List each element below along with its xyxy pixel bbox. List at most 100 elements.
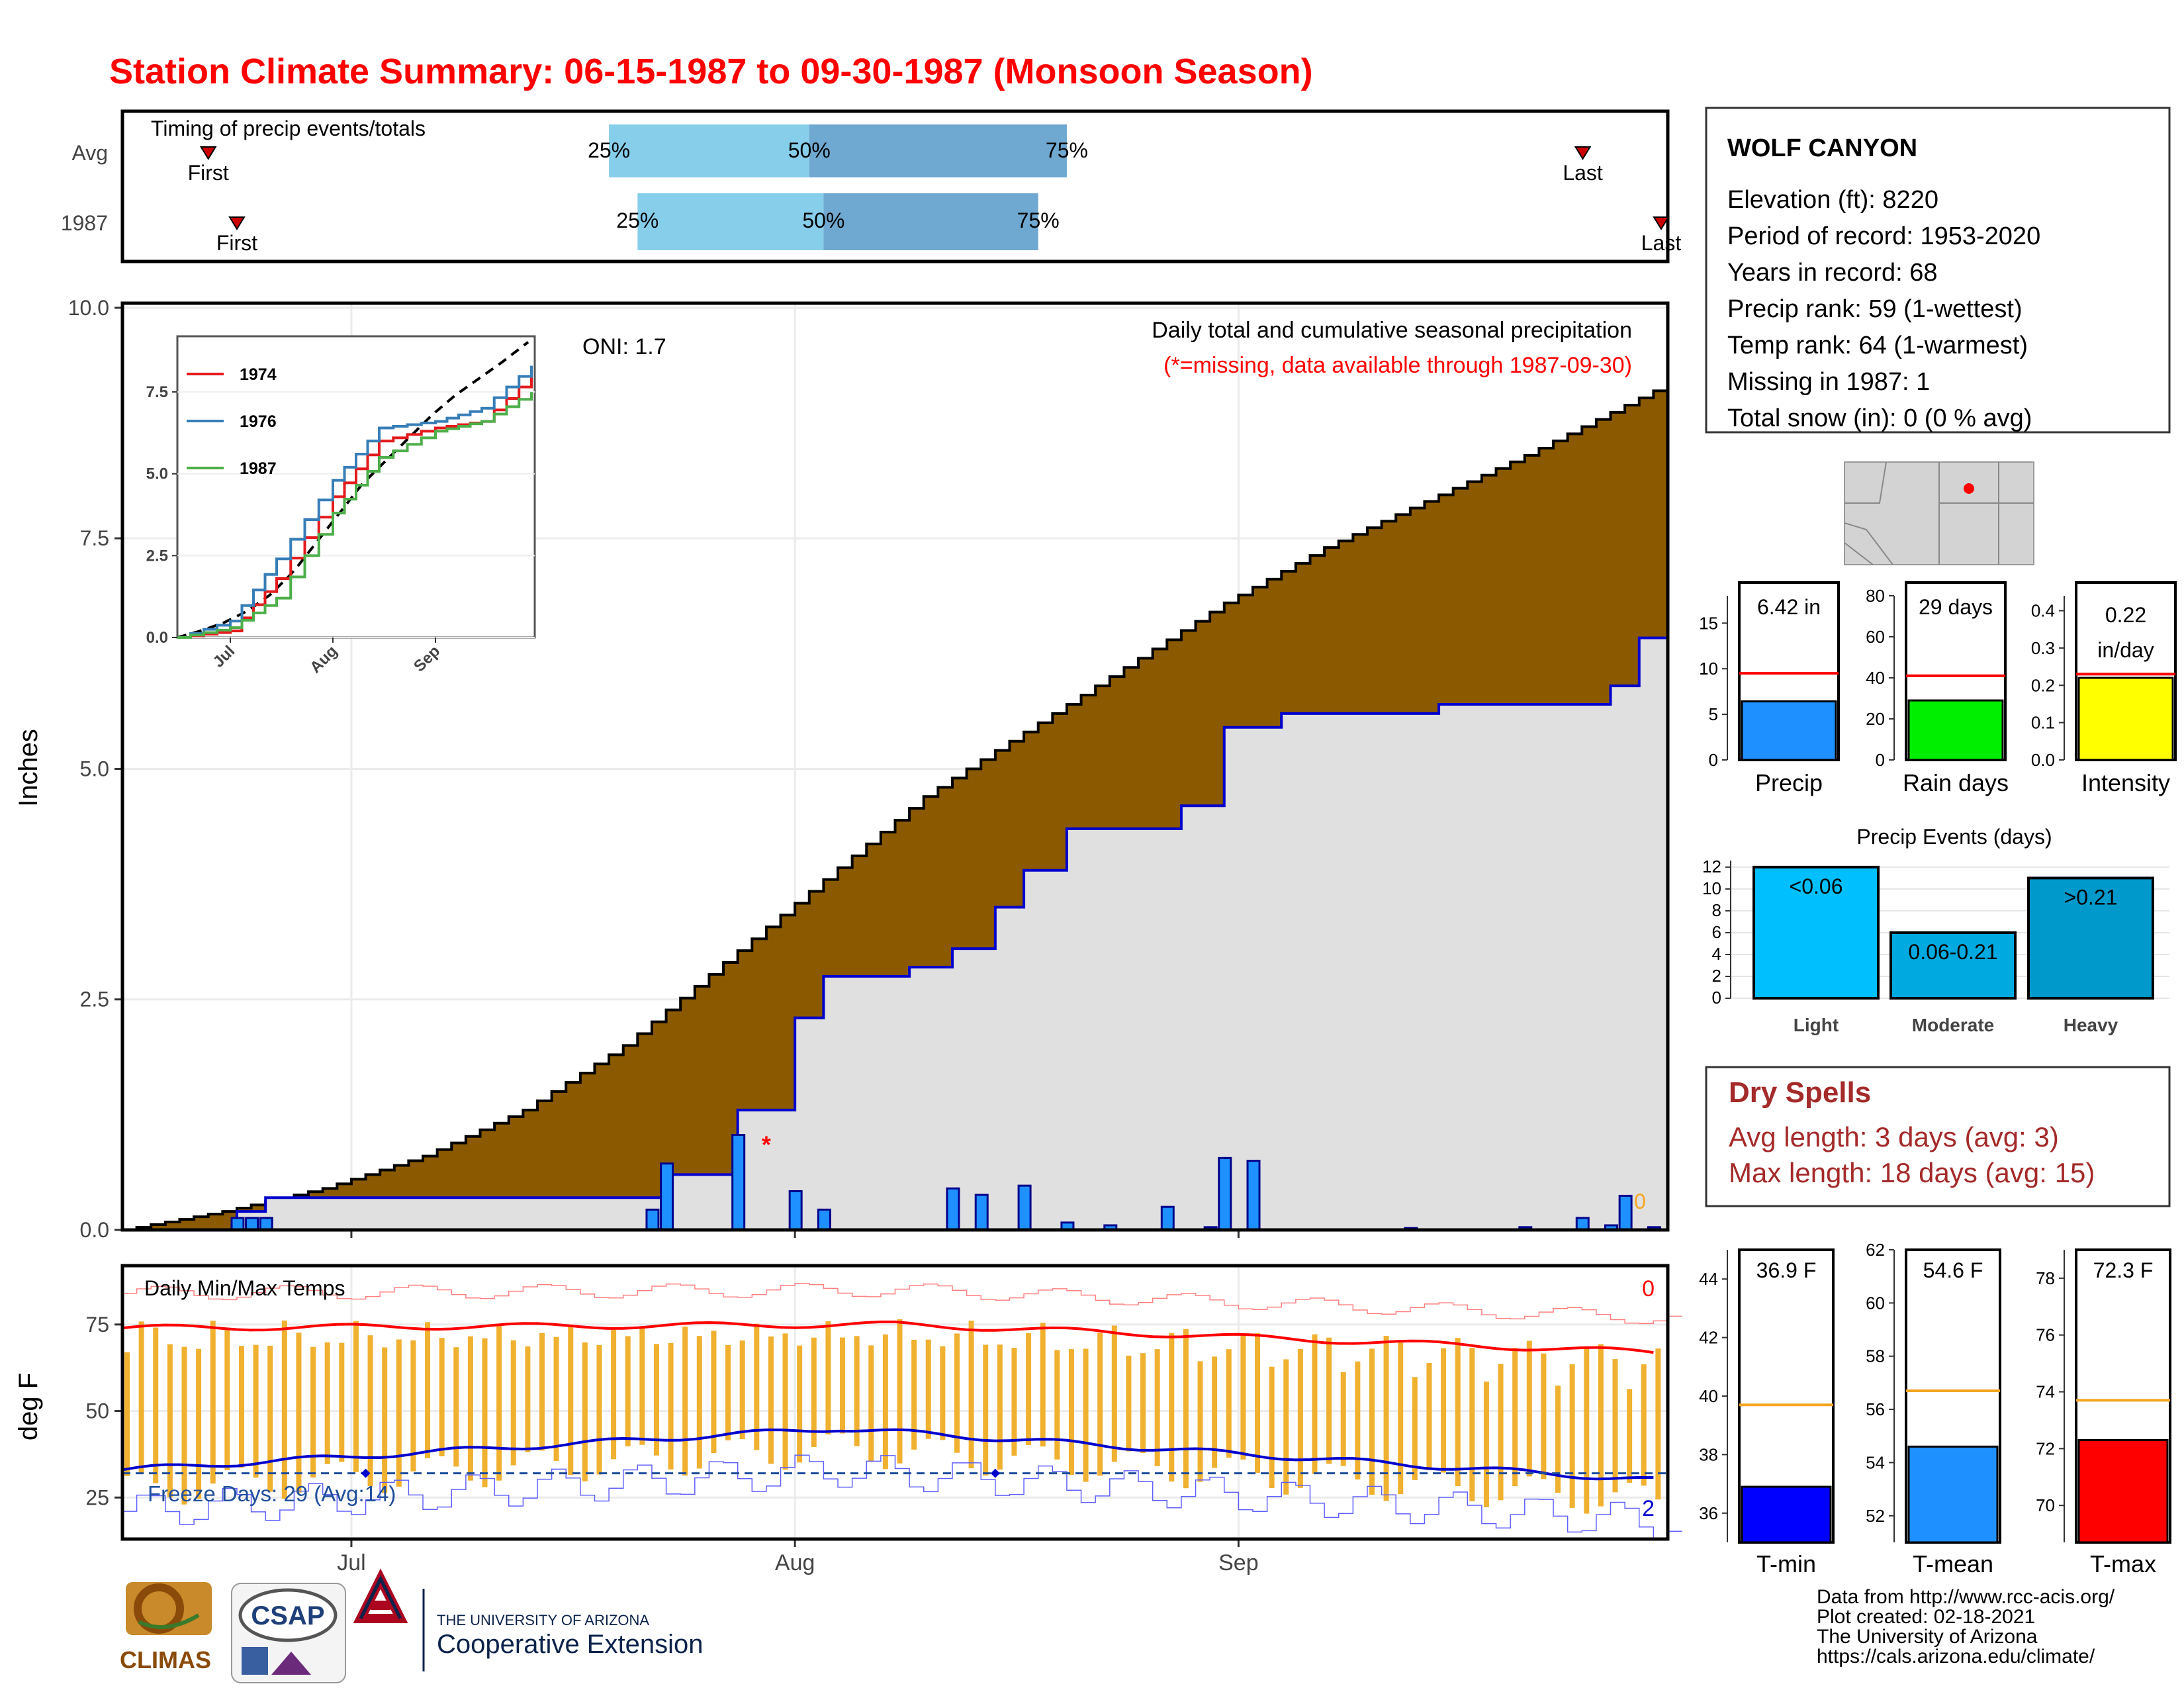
summary-tick-label: 40 xyxy=(1866,668,1885,688)
daily-temp-bar xyxy=(425,1322,431,1458)
daily-temp-bar xyxy=(1040,1323,1046,1447)
daily-temp-bar xyxy=(1555,1385,1561,1493)
daily-precip-bar xyxy=(230,1217,245,1231)
missing-count-label: 0 xyxy=(1634,1190,1646,1213)
csap-logo: CSAP xyxy=(231,1583,346,1683)
daily-precip-bar xyxy=(1218,1156,1232,1231)
timing-q25-50-bar-0 xyxy=(609,124,809,177)
temp-summary-value-label: 72.3 F xyxy=(2093,1258,2154,1282)
events-tick-label: 0 xyxy=(1712,988,1721,1008)
daily-precip-bar xyxy=(1017,1184,1032,1231)
daily-temp-bar xyxy=(396,1339,402,1487)
daily-precip-bar xyxy=(1575,1217,1590,1231)
daily-temp-bar xyxy=(1197,1361,1203,1482)
daily-temp-bar xyxy=(782,1333,788,1470)
daily-temp-bar xyxy=(1469,1348,1475,1501)
summary-bar-charts: 0 5 10 15 6.42 in Precip 0 20 40 60 80 29 days Rain … xyxy=(1699,581,2177,796)
station-info-line: Total snow (in): 0 (0 % avg) xyxy=(1727,404,2032,432)
summary-tick-label: 0.1 xyxy=(2031,713,2055,733)
x-tick-label: Aug xyxy=(775,1550,815,1575)
daily-temp-bar xyxy=(968,1321,974,1469)
temp-summary-value-label: 36.9 F xyxy=(1756,1258,1817,1282)
daily-temp-bar xyxy=(739,1340,745,1440)
daily-temp-bar xyxy=(1655,1348,1661,1500)
temp-summary-label: T-min xyxy=(1756,1550,1816,1577)
daily-temp-bar xyxy=(1340,1372,1346,1466)
events-category-label: Heavy xyxy=(2064,1015,2118,1035)
summary-tick-label: 5 xyxy=(1709,704,1718,724)
station-info-line: Missing in 1987: 1 xyxy=(1727,368,1930,396)
average-tmax-line xyxy=(122,1320,1654,1354)
daily-temp-bar xyxy=(1369,1348,1375,1495)
average-tmin-line xyxy=(122,1428,1654,1481)
timing-percent-label: 25% xyxy=(588,138,630,162)
daily-temp-bar xyxy=(1312,1334,1318,1474)
precip-y-tick-label: 0.0 xyxy=(80,1218,109,1242)
daily-temp-bar xyxy=(768,1336,774,1464)
daily-temp-bar xyxy=(1097,1333,1103,1476)
daily-temp-bar xyxy=(1526,1340,1532,1477)
events-tick-label: 2 xyxy=(1712,966,1721,986)
precip-panel: Inches 0.0 2.5 5.0 7.5 10.0 * 0 Jul Aug Sep ONI:… xyxy=(14,296,1670,1575)
daily-temp-bar xyxy=(797,1345,803,1463)
daily-temp-bar xyxy=(1140,1353,1146,1453)
summary-tick-label: 80 xyxy=(1866,586,1885,606)
temp-summary-tick-label: 52 xyxy=(1866,1506,1885,1526)
timing-first-marker xyxy=(228,216,246,230)
station-info-box: WOLF CANYON Elevation (ft): 8220 Period o… xyxy=(1705,107,2171,434)
daily-temp-bar xyxy=(582,1342,588,1481)
daily-precip-bar xyxy=(974,1194,989,1231)
daily-temp-bar xyxy=(1584,1348,1590,1514)
temp-summary-tick-label: 60 xyxy=(1866,1293,1885,1313)
daily-temp-bar xyxy=(1498,1364,1504,1501)
daily-temp-bar xyxy=(525,1346,531,1452)
daily-temp-bar xyxy=(983,1344,989,1476)
locator-map xyxy=(1844,461,2034,565)
csap-logo-text: CSAP xyxy=(251,1601,324,1630)
daily-temp-bar xyxy=(1054,1350,1060,1460)
daily-temp-bar xyxy=(1068,1349,1074,1476)
daily-precip-bar xyxy=(946,1187,960,1231)
timing-row-avg-label: Avg xyxy=(71,141,108,165)
daily-temp-bar xyxy=(1240,1333,1246,1460)
daily-temp-bar xyxy=(196,1348,202,1499)
daily-temp-bar xyxy=(310,1346,316,1478)
temp-summary-tick-label: 36 xyxy=(1699,1503,1718,1523)
temp-summary-label: T-max xyxy=(2090,1550,2156,1577)
temperature-summary-bars: 36 38 40 42 44 36.9 F T-min 52 54 56 58 60 62 54.6 F T… xyxy=(1699,1240,2171,1577)
precip-legend-note: (*=missing, data available through 1987-… xyxy=(1163,353,1632,378)
station-info-line: Temp rank: 64 (1-warmest) xyxy=(1727,332,2028,359)
daily-temp-bar xyxy=(596,1344,602,1475)
temp-summary-tick-label: 76 xyxy=(2036,1325,2055,1345)
timing-percent-label: 75% xyxy=(1046,138,1088,162)
precip-y-axis-label: Inches xyxy=(14,729,43,807)
daily-temp-bar xyxy=(1441,1348,1447,1473)
daily-temp-bar xyxy=(1283,1359,1289,1495)
daily-temp-bar xyxy=(1541,1353,1547,1479)
daily-temp-bar xyxy=(882,1334,888,1470)
daily-precip-bar xyxy=(817,1208,831,1231)
summary-bar-label: Intensity xyxy=(2081,769,2170,796)
summary-bar-Intensity xyxy=(2077,677,2174,761)
timing-percent-label: 75% xyxy=(1017,209,1060,232)
climas-logo: CLIMAS xyxy=(120,1582,212,1673)
timing-q50-75-bar-1 xyxy=(823,193,1038,250)
daily-temp-bar xyxy=(382,1347,388,1493)
footer-line-1: Data from http://www.rcc-acis.org/ xyxy=(1817,1586,2115,1608)
events-category-label: Moderate xyxy=(1912,1015,1994,1035)
daily-temp-bar xyxy=(954,1333,960,1453)
temp-summary-label: T-mean xyxy=(1913,1550,1993,1577)
events-tick-label: 12 xyxy=(1702,857,1721,876)
daily-temp-bar xyxy=(711,1331,717,1454)
logos: CLIMAS CSAP THE UNIVERSITY OF ARIZONA Co… xyxy=(120,1568,703,1683)
events-bar-label: >0.21 xyxy=(2064,885,2118,909)
dry-spells-box: Dry Spells Avg length: 3 days (avg: 3) M… xyxy=(1705,1066,2171,1207)
footer-credits: Data from http://www.rcc-acis.org/ Plot … xyxy=(1817,1586,2115,1667)
freeze-marker xyxy=(361,1468,371,1478)
ua-logo-line-1: THE UNIVERSITY OF ARIZONA xyxy=(437,1612,649,1628)
temp-y-axis-label: deg F xyxy=(14,1373,43,1440)
temp-summary-tick-label: 40 xyxy=(1699,1386,1718,1406)
events-tick-label: 4 xyxy=(1712,944,1721,964)
daily-temp-bar xyxy=(1226,1349,1232,1458)
daily-precip-bar xyxy=(731,1134,746,1231)
